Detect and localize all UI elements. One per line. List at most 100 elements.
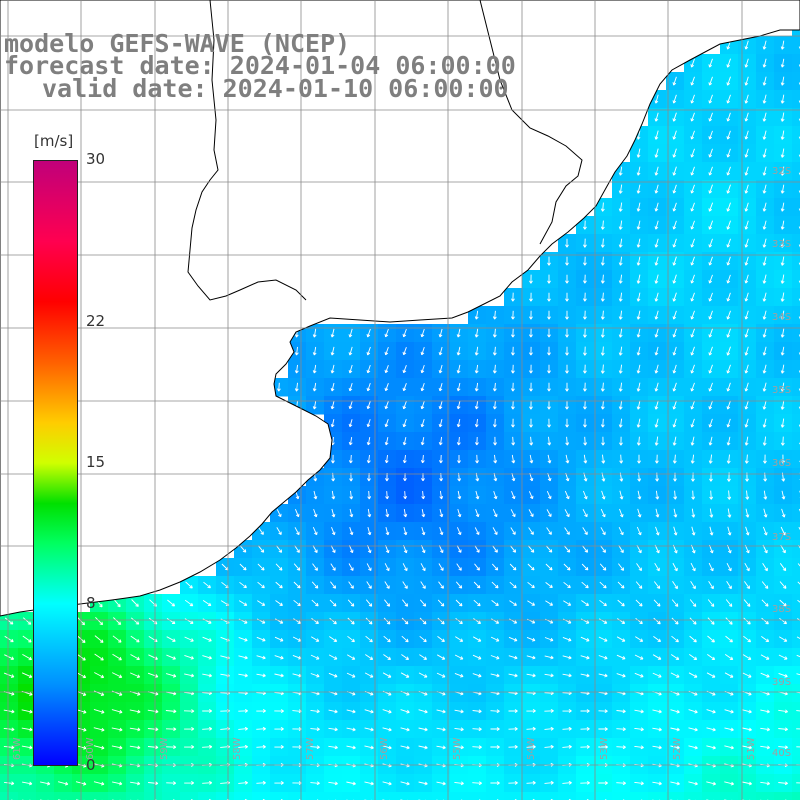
wind-arrow bbox=[526, 726, 536, 731]
wind-arrow bbox=[780, 220, 785, 230]
wind-arrow bbox=[708, 418, 713, 428]
wind-arrow bbox=[796, 691, 800, 694]
longitude-label: 55W bbox=[452, 737, 463, 760]
wind-arrow bbox=[598, 618, 608, 624]
wind-arrow bbox=[547, 418, 551, 428]
wind-arrow bbox=[727, 526, 732, 536]
wind-arrow bbox=[456, 400, 461, 410]
wind-arrow bbox=[565, 400, 569, 410]
wind-arrow bbox=[472, 654, 482, 660]
wind-arrow bbox=[293, 599, 301, 607]
wind-arrow bbox=[690, 562, 696, 572]
wind-arrow bbox=[274, 673, 284, 678]
wind-speed-cell bbox=[486, 792, 505, 800]
wind-arrow bbox=[366, 419, 371, 428]
wind-arrow bbox=[436, 745, 446, 750]
wind-arrow bbox=[672, 112, 677, 122]
wind-arrow bbox=[526, 780, 536, 785]
wind-arrow bbox=[294, 346, 299, 356]
wind-arrow bbox=[598, 655, 608, 660]
longitude-label: 52W bbox=[672, 737, 683, 760]
wind-arrow bbox=[401, 654, 410, 660]
wind-arrow bbox=[384, 419, 389, 428]
wind-arrow bbox=[672, 274, 677, 284]
colorbar-legend: [m/s] 30 22 15 8 0 bbox=[0, 124, 120, 784]
wind-arrow bbox=[511, 382, 515, 392]
wind-arrow bbox=[94, 672, 105, 679]
wind-arrow bbox=[652, 727, 662, 732]
wind-arrow bbox=[565, 292, 569, 302]
wind-arrow bbox=[688, 781, 698, 786]
wind-arrow bbox=[635, 581, 643, 589]
wind-arrow bbox=[796, 654, 800, 658]
wind-arrow bbox=[618, 220, 623, 230]
wind-arrow bbox=[690, 58, 695, 68]
longitude-label: 60W bbox=[85, 737, 96, 760]
wind-arrow bbox=[546, 527, 552, 535]
wind-arrow bbox=[600, 508, 606, 518]
wind-arrow bbox=[454, 709, 464, 714]
wind-arrow bbox=[165, 709, 177, 714]
wind-arrow bbox=[600, 418, 605, 428]
wind-arrow bbox=[274, 655, 284, 660]
wind-arrow bbox=[258, 527, 264, 535]
wind-arrow bbox=[348, 364, 353, 374]
wind-arrow bbox=[689, 654, 698, 661]
wind-speed-cell bbox=[108, 792, 127, 800]
wind-speed-cell bbox=[756, 792, 775, 800]
wind-arrow bbox=[581, 581, 589, 589]
wind-arrow bbox=[294, 382, 299, 392]
wind-arrow bbox=[364, 727, 374, 732]
wind-arrow bbox=[762, 346, 767, 356]
wind-arrow bbox=[455, 636, 464, 642]
wind-arrow bbox=[726, 184, 731, 194]
wind-speed-cell bbox=[792, 126, 800, 145]
wind-arrow bbox=[726, 400, 731, 410]
wind-arrow bbox=[547, 328, 551, 338]
wind-speed-cell bbox=[36, 792, 55, 800]
wind-arrow bbox=[599, 581, 607, 589]
wind-arrow bbox=[256, 636, 266, 642]
wind-speed-cell bbox=[792, 180, 800, 199]
wind-arrow bbox=[257, 545, 265, 553]
wind-arrow bbox=[780, 418, 785, 428]
wind-arrow bbox=[294, 527, 300, 536]
wind-arrow bbox=[439, 454, 443, 464]
wind-arrow bbox=[472, 673, 482, 678]
wind-arrow bbox=[330, 364, 335, 374]
valid-date: valid date: 2024-01-10 06:00:00 bbox=[42, 74, 509, 103]
wind-arrow bbox=[511, 328, 515, 338]
wind-arrow bbox=[616, 745, 626, 750]
wind-arrow bbox=[580, 727, 590, 731]
wind-arrow bbox=[385, 526, 390, 536]
wind-arrow bbox=[761, 617, 769, 625]
wind-arrow bbox=[492, 310, 497, 320]
wind-arrow bbox=[474, 563, 480, 571]
wind-arrow bbox=[457, 508, 462, 518]
wind-arrow bbox=[727, 508, 732, 518]
wind-arrow bbox=[778, 745, 788, 750]
wind-arrow bbox=[526, 636, 536, 642]
wind-arrow bbox=[529, 400, 533, 410]
wind-arrow bbox=[636, 274, 641, 284]
wind-speed-cell bbox=[792, 216, 800, 235]
longitude-label: 54W bbox=[526, 737, 537, 760]
wind-arrow bbox=[616, 636, 626, 642]
wind-arrow bbox=[725, 617, 733, 625]
wind-arrow bbox=[403, 544, 408, 554]
wind-arrow bbox=[744, 274, 749, 284]
wind-arrow bbox=[708, 58, 713, 68]
wind-arrow bbox=[347, 635, 355, 643]
wind-arrow bbox=[583, 400, 587, 410]
wind-arrow bbox=[547, 382, 551, 392]
wind-arrow bbox=[383, 654, 392, 660]
wind-arrow bbox=[619, 454, 624, 464]
wind-arrow bbox=[239, 563, 247, 571]
wind-arrow bbox=[600, 274, 605, 284]
wind-arrow bbox=[618, 184, 623, 194]
wind-arrow bbox=[763, 508, 768, 518]
wind-arrow bbox=[474, 418, 479, 428]
wind-arrow bbox=[762, 202, 767, 212]
wind-arrow bbox=[744, 382, 749, 392]
wind-arrow bbox=[618, 202, 623, 212]
